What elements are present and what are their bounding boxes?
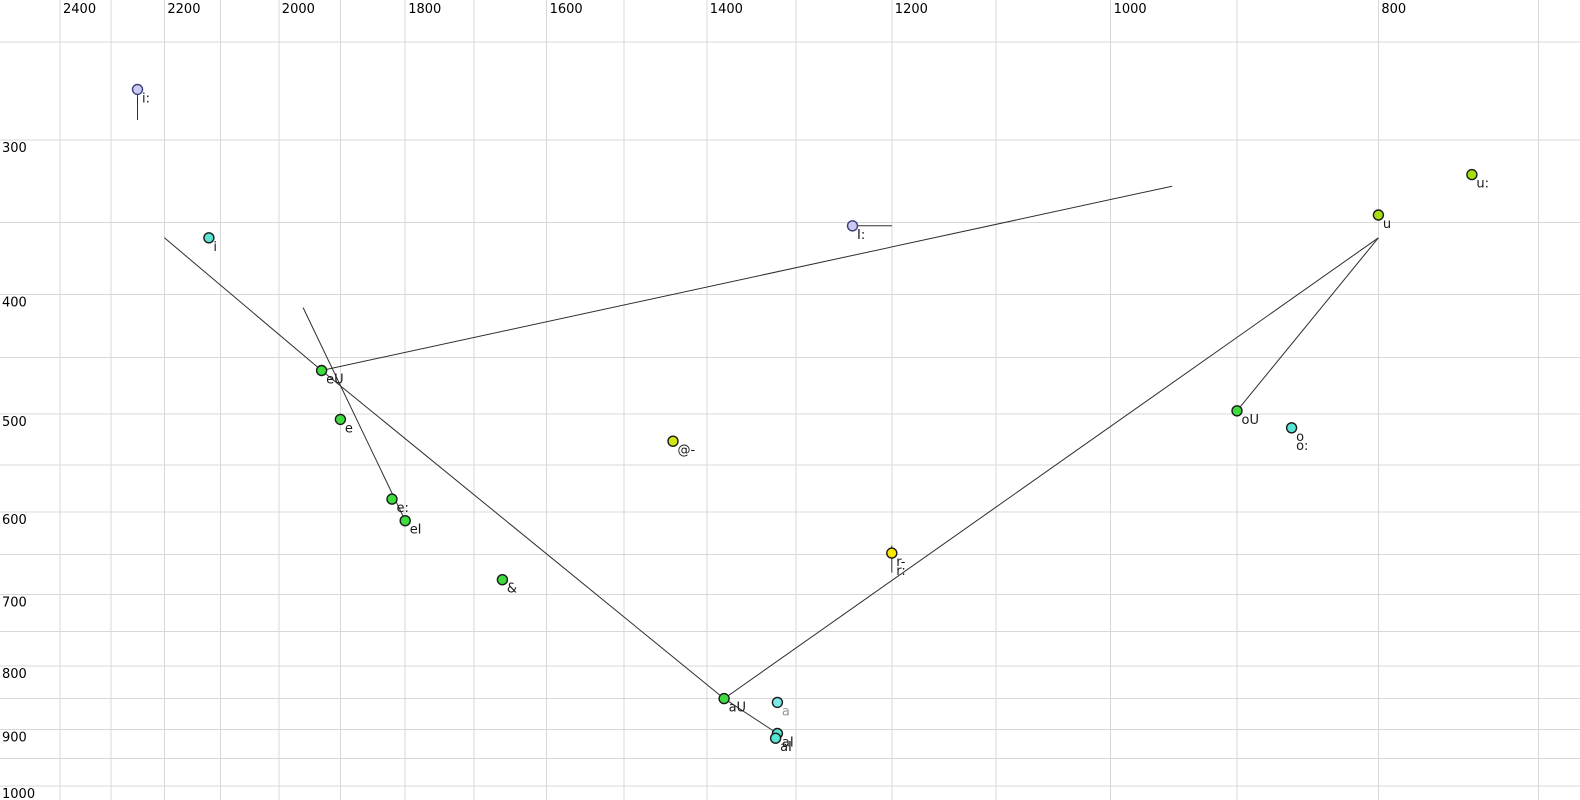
- trajectory-line-aU-u: [723, 237, 1379, 700]
- point-label-u: u: [1383, 217, 1391, 232]
- trajectory-line-eU-aU: [321, 370, 725, 699]
- x-tick-label-1200: 1200: [895, 2, 928, 17]
- data-point-e: [334, 413, 347, 426]
- point-label-o:: o:: [1296, 439, 1308, 454]
- point-label-e: e: [345, 421, 353, 436]
- data-point-aI: [769, 732, 782, 744]
- point-label-i: i: [213, 240, 217, 255]
- trajectory-line-to-eU: [164, 237, 322, 371]
- x-tick-label-2000: 2000: [282, 2, 315, 17]
- y-tick-label-400: 400: [2, 295, 27, 310]
- data-point-oU: [1231, 405, 1243, 417]
- x-tick-label-1800: 1800: [408, 2, 441, 17]
- x-tick-label-2400: 2400: [63, 2, 96, 17]
- point-label-u:: u:: [1476, 177, 1489, 192]
- data-point-r-: [886, 547, 898, 559]
- point-label-r:: r:: [896, 564, 906, 579]
- x-tick-label-1000: 1000: [1114, 2, 1147, 17]
- point-label-&: &: [507, 582, 517, 597]
- data-point-I:: [846, 220, 859, 232]
- y-tick-label-900: 900: [2, 730, 27, 745]
- point-label-eI: eI: [410, 523, 422, 538]
- data-point-eU: [315, 364, 328, 377]
- point-label-r-: r-: [896, 555, 906, 570]
- data-point-i: [203, 232, 215, 244]
- point-label-i:: i:: [142, 91, 150, 106]
- trajectory-line-eI-traj: [302, 307, 406, 521]
- x-tick-label-1600: 1600: [550, 2, 583, 17]
- trajectory-line-eU-right: [321, 185, 1173, 371]
- x-tick-label-2200: 2200: [167, 2, 200, 17]
- y-tick-label-700: 700: [2, 596, 27, 611]
- y-tick-label-600: 600: [2, 513, 27, 528]
- data-point-u: [1372, 209, 1385, 221]
- y-tick-label-300: 300: [2, 141, 27, 156]
- point-label-aI: aI: [782, 736, 794, 751]
- data-point-i:: [131, 83, 144, 96]
- data-point-@-: [667, 435, 679, 447]
- x-tick-label-1400: 1400: [710, 2, 743, 17]
- trajectory-line-u-oU: [1236, 237, 1379, 412]
- data-point-u:: [1466, 168, 1478, 181]
- data-point-e:: [386, 493, 398, 505]
- data-point-eI: [399, 515, 411, 527]
- data-point-aU: [718, 692, 730, 705]
- data-point-&: [496, 574, 509, 586]
- point-label-o: o: [1296, 430, 1304, 445]
- point-label-aU: aU: [729, 701, 746, 716]
- data-point-o: [1285, 422, 1298, 434]
- point-label-oU: oU: [1242, 413, 1259, 428]
- point-label-e:: e:: [397, 501, 409, 516]
- y-tick-label-800: 800: [2, 667, 27, 682]
- point-label-eU: eU: [326, 373, 344, 388]
- point-label-@-: @-: [678, 443, 696, 458]
- x-tick-label-800: 800: [1381, 2, 1406, 17]
- y-tick-label-1000: 1000: [2, 787, 35, 800]
- data-point-a: [771, 696, 784, 709]
- y-tick-label-500: 500: [2, 415, 27, 430]
- trajectory-line-aU-aI: [723, 698, 778, 734]
- point-label-I:: I:: [857, 228, 865, 243]
- point-label-aI: aI: [780, 740, 792, 755]
- point-label-a: a: [782, 704, 790, 719]
